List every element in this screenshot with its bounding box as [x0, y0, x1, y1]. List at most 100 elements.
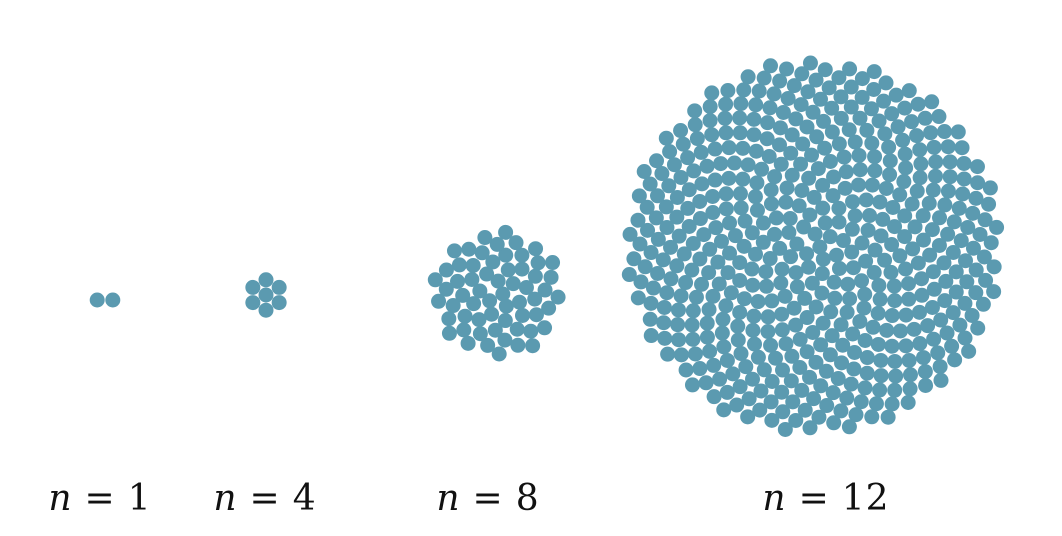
disc [835, 337, 851, 353]
disc [671, 332, 687, 348]
cluster-n8 [427, 224, 566, 362]
disc [659, 220, 675, 236]
disc [669, 189, 685, 205]
disc [822, 154, 838, 169]
disc [956, 155, 972, 171]
disc [863, 101, 879, 117]
disc [446, 243, 462, 259]
disc [772, 240, 788, 256]
disc [783, 373, 799, 389]
disc [445, 298, 461, 314]
disc [892, 248, 908, 264]
disc [835, 233, 851, 249]
disc [775, 104, 791, 120]
disc [972, 226, 988, 242]
disc [649, 153, 665, 169]
disc [788, 317, 804, 333]
disc [699, 315, 715, 331]
disc [812, 239, 828, 255]
disc [740, 69, 756, 85]
disc [669, 209, 685, 225]
disc [735, 140, 751, 156]
disc [673, 123, 689, 139]
disc [806, 391, 822, 407]
disc [715, 311, 731, 327]
disc [693, 144, 709, 160]
disc [948, 284, 964, 300]
disc [840, 276, 856, 292]
disc [892, 323, 908, 339]
disc [730, 318, 746, 334]
disc [720, 265, 736, 281]
disc [815, 177, 831, 193]
disc [930, 345, 946, 361]
disc [773, 275, 789, 291]
disc [702, 113, 718, 129]
disc [895, 132, 911, 148]
disc [763, 196, 779, 212]
disc [705, 188, 721, 204]
disc [783, 145, 799, 161]
disc [718, 96, 734, 112]
disc [846, 361, 862, 377]
disc [498, 298, 514, 314]
disc [937, 293, 953, 309]
disc [799, 310, 815, 326]
disc [969, 159, 985, 175]
disc [847, 134, 863, 150]
disc [852, 162, 868, 178]
disc [718, 125, 734, 141]
disc [959, 274, 975, 290]
disc [897, 229, 913, 245]
disc [915, 232, 931, 248]
disc [748, 143, 764, 159]
disc [716, 339, 732, 355]
label-variable: n [48, 478, 73, 519]
disc [755, 215, 771, 231]
disc [983, 235, 999, 251]
disc [852, 313, 868, 329]
disc [727, 228, 743, 244]
disc [884, 308, 900, 324]
disc [898, 160, 914, 176]
disc [815, 251, 831, 267]
disc [748, 97, 764, 113]
disc [472, 283, 488, 299]
disc [912, 142, 928, 158]
disc [801, 259, 817, 275]
disc [932, 210, 948, 226]
disc [733, 346, 749, 362]
disc [514, 261, 530, 277]
disc [793, 97, 809, 113]
label-n8: n = 8 [436, 478, 539, 528]
disc [892, 187, 908, 203]
disc [788, 412, 804, 428]
disc [763, 182, 779, 198]
disc [755, 234, 771, 250]
disc [637, 259, 653, 275]
disc [441, 311, 457, 327]
disc [854, 235, 870, 251]
disc [777, 421, 793, 437]
disc [705, 205, 721, 221]
disc [733, 200, 749, 216]
disc [484, 306, 500, 322]
disc [756, 70, 772, 86]
disc [550, 289, 566, 305]
disc [924, 222, 940, 238]
disc [939, 325, 955, 341]
label-value: 12 [841, 478, 890, 519]
disc [455, 287, 471, 303]
disc [866, 64, 882, 80]
disc [799, 344, 815, 360]
disc [942, 169, 958, 185]
disc [477, 230, 493, 246]
disc [710, 254, 726, 270]
disc [879, 322, 895, 338]
disc [645, 280, 661, 296]
disc [760, 309, 776, 325]
disc [975, 296, 991, 312]
disc [824, 124, 840, 140]
disc [717, 110, 733, 126]
disc [844, 221, 860, 237]
